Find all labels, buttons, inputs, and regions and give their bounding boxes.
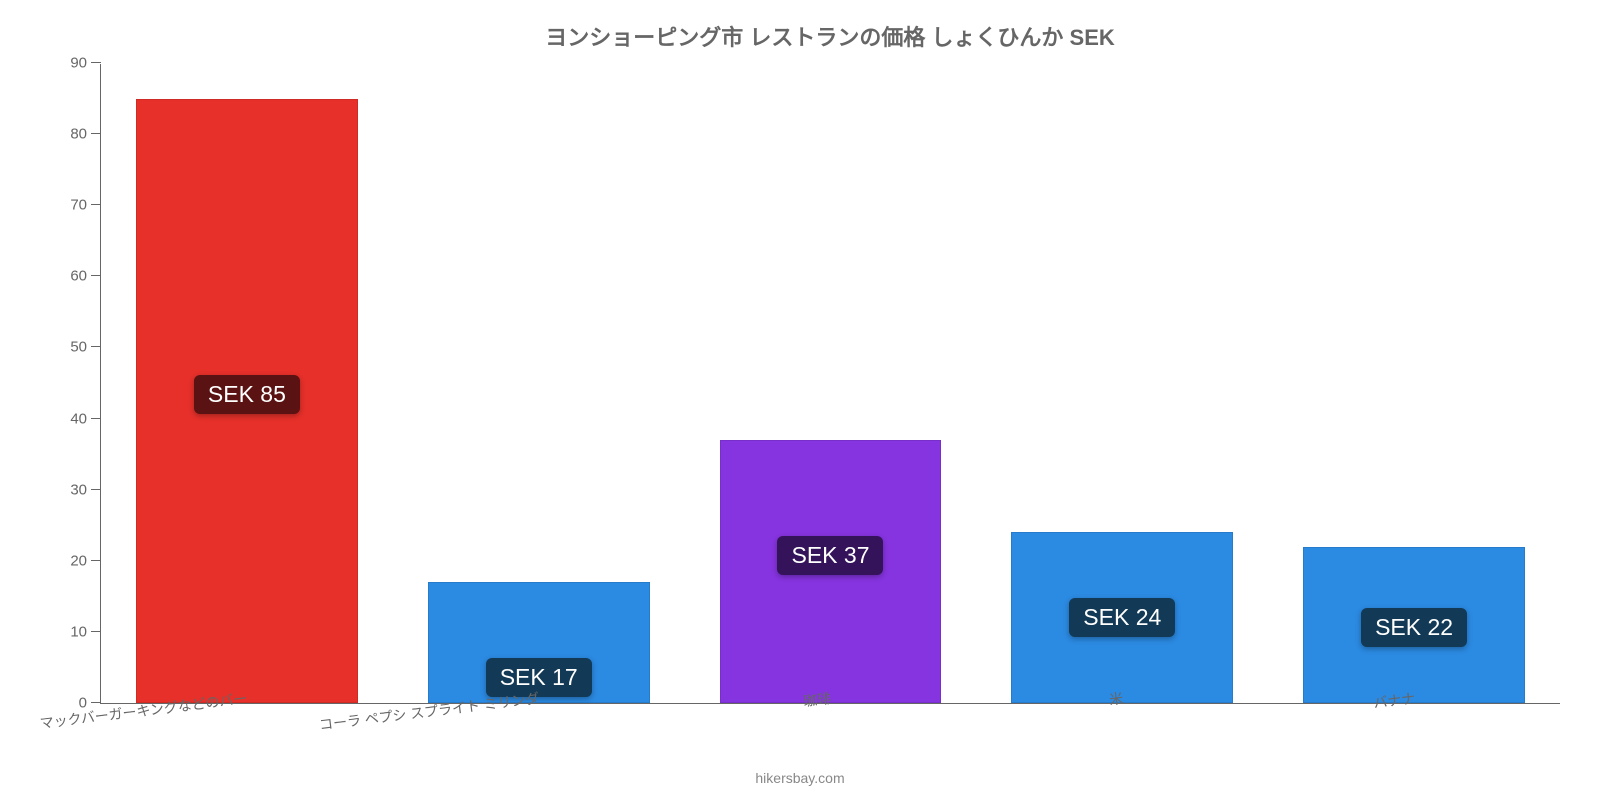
bar: SEK 85 [136,99,358,703]
bar-slot: SEK 17 [393,64,685,703]
plot-area: SEK 85SEK 17SEK 37SEK 24SEK 22 010203040… [100,64,1560,704]
y-tick-label: 60 [70,268,101,285]
y-tick-label: 70 [70,197,101,214]
value-badge: SEK 22 [1361,608,1467,647]
x-axis-label: マックバーガーキングなどのバー [39,688,249,733]
x-label-slot: バナナ [1268,680,1560,740]
y-tick-label: 80 [70,126,101,143]
y-tick-label: 90 [70,55,101,72]
y-tick-label: 30 [70,481,101,498]
value-badge: SEK 37 [777,536,883,575]
value-badge: SEK 24 [1069,598,1175,637]
chart-container: ヨンショーピング市 レストランの価格 しょくひんか SEK SEK 85SEK … [0,0,1600,800]
value-badge: SEK 85 [194,375,300,414]
chart-title: ヨンショーピング市 レストランの価格 しょくひんか SEK [100,20,1560,52]
y-tick-label: 20 [70,552,101,569]
bar-slot: SEK 24 [976,64,1268,703]
x-label-slot: コーラ ペプシ スプライト ミリンダ [392,680,684,740]
y-tick-label: 10 [70,623,101,640]
x-label-slot: 珈琲 [684,680,976,740]
x-axis-label: 珈琲 [802,688,832,711]
bars-row: SEK 85 SEK 17 SEK 37 SEK 24 SEK 22 [101,64,1560,703]
bar-slot: SEK 22 [1268,64,1560,703]
bar-slot: SEK 37 [685,64,977,703]
bar: SEK 24 [1011,532,1233,703]
y-tick-label: 40 [70,410,101,427]
x-axis-label: 米 [1108,688,1124,710]
bar-slot: SEK 85 [101,64,393,703]
bar: SEK 37 [720,440,942,703]
x-axis-labels: マックバーガーキングなどのバーコーラ ペプシ スプライト ミリンダ珈琲米バナナ [100,680,1560,740]
x-axis-label: バナナ [1372,688,1416,713]
attribution-text: hikersbay.com [0,770,1600,786]
x-label-slot: 米 [976,680,1268,740]
y-tick-label: 50 [70,339,101,356]
